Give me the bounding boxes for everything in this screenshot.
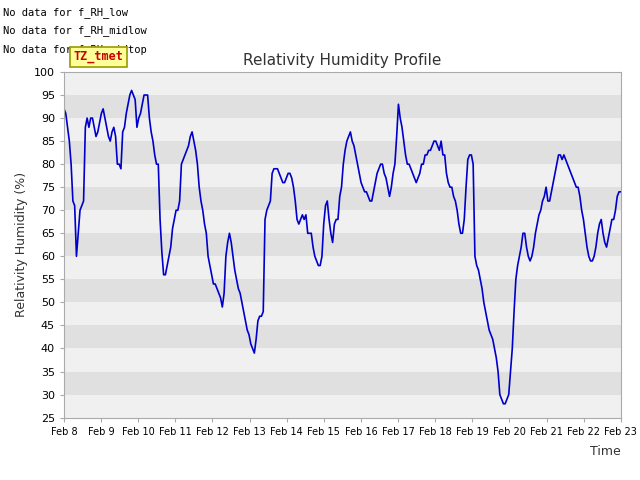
Bar xyxy=(64,118,621,141)
Bar xyxy=(64,395,621,418)
Bar xyxy=(64,325,621,348)
Text: TZ_tmet: TZ_tmet xyxy=(74,50,124,63)
Bar xyxy=(64,233,621,256)
Text: No data for f_RH_midlow: No data for f_RH_midlow xyxy=(3,25,147,36)
Bar xyxy=(64,72,621,95)
Bar xyxy=(64,187,621,210)
Bar xyxy=(64,95,621,118)
Y-axis label: Relativity Humidity (%): Relativity Humidity (%) xyxy=(15,172,28,317)
Bar xyxy=(64,302,621,325)
Title: Relativity Humidity Profile: Relativity Humidity Profile xyxy=(243,53,442,68)
Bar xyxy=(64,164,621,187)
Bar xyxy=(64,348,621,372)
Text: Time: Time xyxy=(590,444,621,458)
Bar xyxy=(64,141,621,164)
Text: No data for f_RH_midtop: No data for f_RH_midtop xyxy=(3,44,147,55)
Bar xyxy=(64,256,621,279)
Text: No data for f_RH_low: No data for f_RH_low xyxy=(3,7,128,18)
Bar xyxy=(64,210,621,233)
Bar xyxy=(64,279,621,302)
Bar xyxy=(64,372,621,395)
